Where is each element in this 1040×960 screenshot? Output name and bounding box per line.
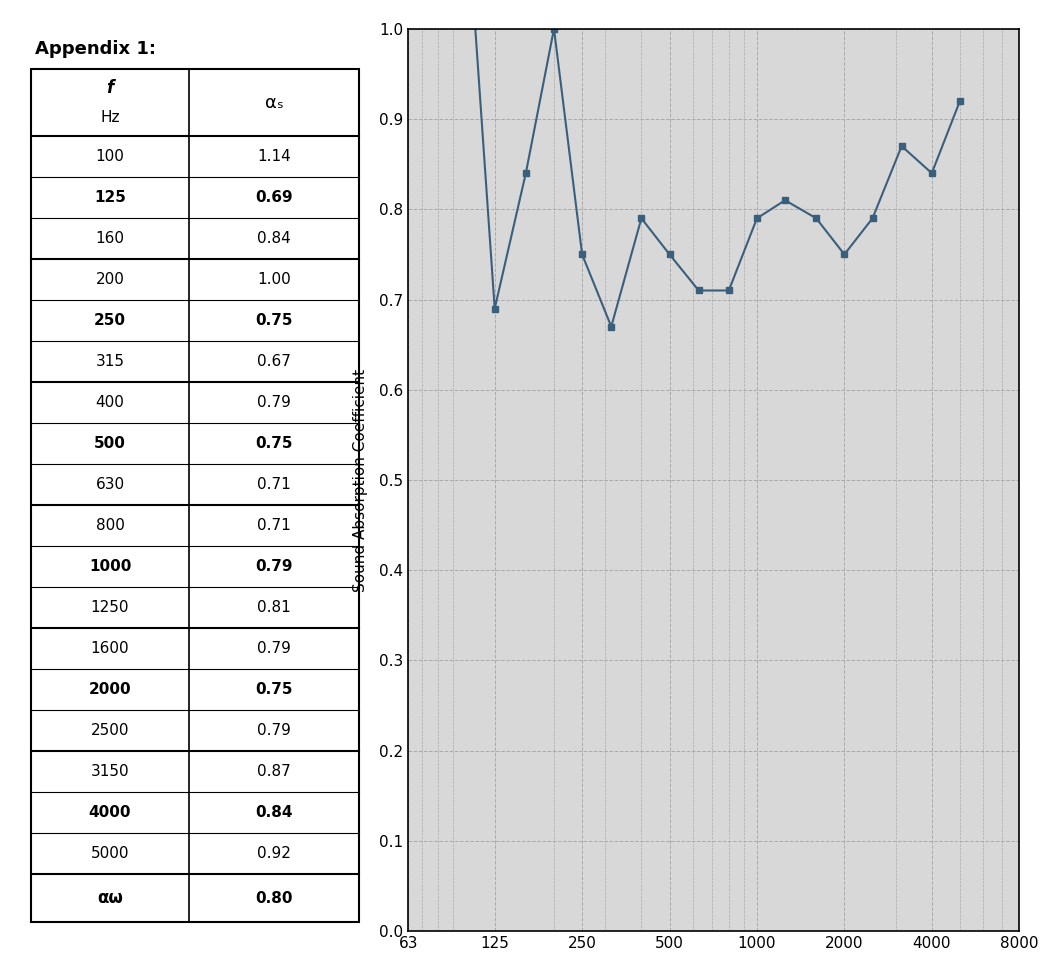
Text: Appendix 1:: Appendix 1: <box>34 39 156 58</box>
Text: 100: 100 <box>96 149 125 164</box>
Text: 0.84: 0.84 <box>256 805 293 821</box>
Text: 500: 500 <box>94 436 126 451</box>
Text: 0.79: 0.79 <box>257 396 291 410</box>
Text: 0.71: 0.71 <box>257 477 291 492</box>
Text: 1250: 1250 <box>90 600 129 615</box>
Text: 2500: 2500 <box>90 724 129 738</box>
Text: 0.69: 0.69 <box>255 190 293 205</box>
Text: 1.00: 1.00 <box>257 273 291 287</box>
Text: 0.92: 0.92 <box>257 847 291 861</box>
Text: 0.71: 0.71 <box>257 518 291 534</box>
Text: αω: αω <box>97 889 123 907</box>
Text: 5000: 5000 <box>90 847 129 861</box>
Text: 800: 800 <box>96 518 125 534</box>
Text: 1000: 1000 <box>88 560 131 574</box>
Text: 0.84: 0.84 <box>257 231 291 246</box>
Text: 0.75: 0.75 <box>256 436 293 451</box>
Text: 0.79: 0.79 <box>257 641 291 657</box>
Text: 630: 630 <box>96 477 125 492</box>
Text: 3150: 3150 <box>90 764 129 780</box>
Text: 0.79: 0.79 <box>256 560 293 574</box>
Text: 400: 400 <box>96 396 125 410</box>
Text: 0.75: 0.75 <box>256 683 293 697</box>
Text: 0.81: 0.81 <box>257 600 291 615</box>
Text: 0.80: 0.80 <box>256 891 293 906</box>
Text: 200: 200 <box>96 273 125 287</box>
Text: Hz: Hz <box>100 110 120 125</box>
Text: 0.75: 0.75 <box>256 313 293 328</box>
Text: 250: 250 <box>94 313 126 328</box>
Y-axis label: Sound Absorption Coefficient: Sound Absorption Coefficient <box>353 369 368 591</box>
Text: 2000: 2000 <box>88 683 131 697</box>
Text: 1.14: 1.14 <box>257 149 291 164</box>
Text: f: f <box>106 79 113 97</box>
Text: 125: 125 <box>94 190 126 205</box>
Text: αₛ: αₛ <box>265 94 284 111</box>
Text: 1600: 1600 <box>90 641 129 657</box>
Text: 160: 160 <box>96 231 125 246</box>
Text: 4000: 4000 <box>88 805 131 821</box>
Text: 0.79: 0.79 <box>257 724 291 738</box>
Text: 0.87: 0.87 <box>257 764 291 780</box>
Text: 315: 315 <box>96 354 125 370</box>
Text: 0.67: 0.67 <box>257 354 291 370</box>
